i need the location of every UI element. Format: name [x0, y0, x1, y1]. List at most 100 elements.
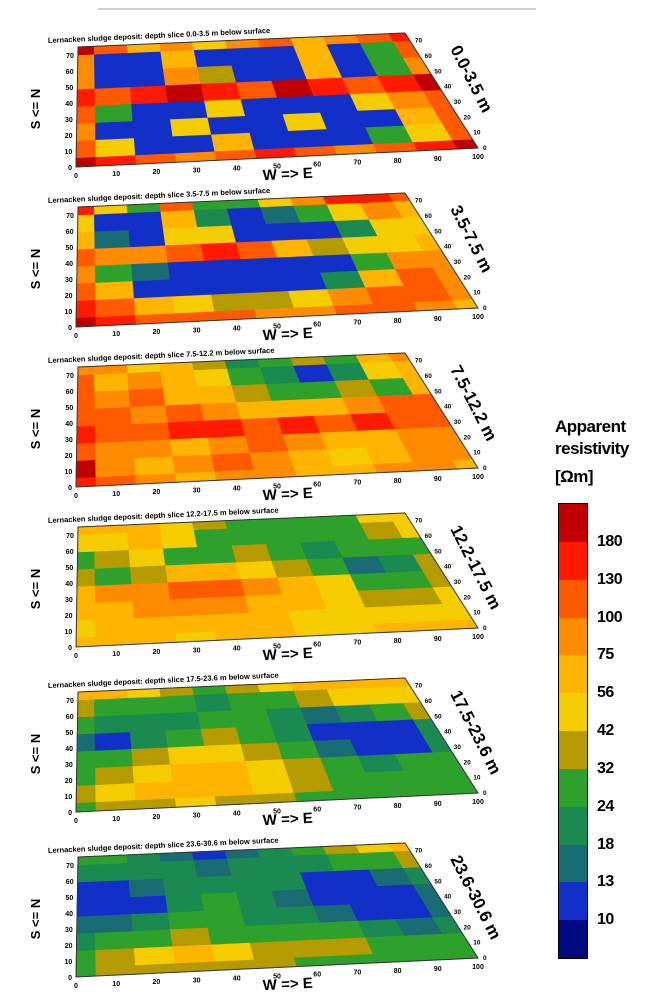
heatmap-cell: [75, 784, 97, 804]
slice-outline: [75, 842, 479, 978]
heatmap-cell: [282, 592, 328, 612]
heatmap-cell: [207, 595, 251, 616]
heatmap-cell: [231, 63, 273, 84]
depth-tick-label: 40: [444, 84, 452, 91]
heatmap-cell: [77, 534, 96, 554]
heatmap-cell: [76, 551, 96, 571]
heatmap-cell: [160, 695, 199, 715]
heatmap-cell: [265, 222, 308, 242]
depth-tick-label: 40: [444, 244, 452, 251]
heatmap-cell: [129, 405, 169, 425]
heatmap-cell: [167, 745, 209, 766]
x-tick-label: 0: [74, 653, 78, 660]
x-tick-label: 40: [233, 485, 241, 492]
y-tick-label: 10: [64, 149, 72, 156]
depth-tick-label: 40: [444, 404, 452, 411]
x-tick-label: 0: [74, 173, 78, 180]
heatmap-cell: [76, 568, 96, 588]
heatmap-cell: [76, 425, 96, 445]
heatmap-cell: [133, 136, 176, 157]
x-tick-label: 90: [434, 636, 442, 643]
x-tick-label: 0: [74, 983, 78, 990]
x-axis-label: W => E: [262, 485, 313, 505]
x-tick-label: 60: [313, 642, 321, 649]
heatmap-cell: [172, 614, 216, 635]
y-tick-label: 60: [66, 389, 74, 396]
x-axis-label: W => E: [262, 645, 313, 665]
heatmap-cell: [94, 424, 134, 444]
x-tick-label: 70: [354, 805, 362, 812]
heatmap-cell: [75, 139, 97, 159]
heatmap-cell: [200, 82, 242, 102]
heatmap-cell: [75, 122, 97, 142]
heatmap-cell: [76, 265, 96, 285]
heatmap-cell: [133, 296, 176, 317]
heatmap-cell: [276, 255, 322, 276]
y-tick-label: 10: [64, 959, 72, 966]
y-axis-label: S <= N: [28, 734, 43, 774]
y-tick-label: 50: [66, 85, 74, 92]
depth-tick-label: 50: [434, 68, 442, 75]
legend-swatch: [559, 731, 587, 770]
heatmap-cell: [235, 400, 279, 421]
heatmap-cell: [249, 775, 295, 796]
heatmap-cell: [170, 277, 212, 298]
heatmap-cell: [75, 317, 97, 328]
x-tick-label: 10: [112, 491, 120, 498]
x-tick-label: 20: [153, 169, 161, 176]
heatmap-cell: [94, 897, 133, 917]
heatmap-cell: [211, 292, 256, 313]
x-tick-label: 20: [153, 979, 161, 986]
y-tick-label: 40: [65, 746, 73, 753]
y-tick-label: 40: [65, 581, 73, 588]
heatmap-cell: [245, 759, 290, 779]
heatmap-cell: [326, 127, 375, 147]
depth-tick-label: 20: [464, 924, 472, 931]
y-tick-label: 40: [65, 421, 73, 428]
y-tick-label: 10: [64, 794, 72, 801]
heatmap-cell: [249, 130, 295, 151]
depth-tick-label: 70: [415, 848, 423, 855]
x-tick-label: 40: [233, 810, 241, 817]
x-tick-label: 20: [153, 814, 161, 821]
legend-swatch: [559, 882, 587, 921]
legend-swatch: [559, 768, 587, 808]
heatmap-cell: [240, 417, 284, 437]
legend-swatch: [559, 541, 587, 581]
heatmap-cell: [94, 862, 130, 883]
heatmap-cell: [94, 697, 130, 718]
x-tick-label: 30: [193, 977, 201, 984]
heatmap-cell: [170, 437, 212, 458]
depth-tick-label: 60: [425, 373, 433, 380]
heatmap-cell: [204, 99, 247, 119]
heatmap-cell: [77, 525, 95, 537]
heatmap-cell: [127, 51, 164, 71]
heatmap-cell: [128, 878, 167, 898]
heatmap-cell: [128, 713, 167, 733]
heatmap-cell: [95, 138, 137, 158]
heatmap-cell: [133, 616, 176, 637]
heatmap-cell: [211, 612, 256, 633]
heatmap-cell: [211, 452, 256, 473]
depth-slice-6: Lernacken sludge deposit: depth slice 23…: [28, 836, 505, 995]
heatmap-cell: [162, 876, 202, 897]
depth-slice-stack: Lernacken sludge deposit: depth slice 0.…: [28, 26, 505, 995]
heatmap-cell: [204, 419, 247, 439]
heatmap-cell: [75, 932, 97, 952]
heatmap-cell: [128, 548, 167, 568]
legend-tick-label: 100: [597, 608, 623, 626]
heatmap-cell: [131, 102, 171, 123]
heatmap-cell: [162, 66, 202, 87]
slice-outline: [75, 32, 479, 168]
legend-swatch: [559, 693, 587, 732]
heatmap-cell: [128, 68, 167, 88]
depth-tick-label: 70: [415, 683, 423, 690]
depth-tick-label: 20: [464, 114, 472, 121]
depth-tick-label: 20: [464, 594, 472, 601]
legend-tick-label: 10: [597, 911, 614, 929]
heatmap-cell: [197, 225, 238, 245]
x-axis-label: W => E: [262, 165, 313, 185]
y-tick-label: 70: [66, 698, 74, 705]
depth-tick-label: 30: [454, 259, 462, 266]
heatmap-cell: [133, 781, 176, 802]
